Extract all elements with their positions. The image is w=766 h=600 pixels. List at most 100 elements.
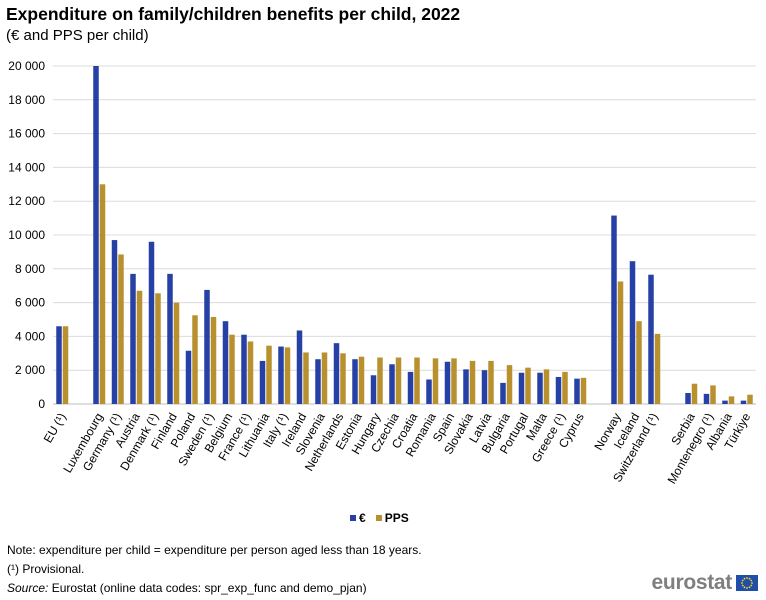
y-tick-label: 0 xyxy=(38,397,45,411)
note-line: Note: expenditure per child = expenditur… xyxy=(7,543,422,557)
bar-euro xyxy=(740,400,747,404)
bar-pps xyxy=(358,356,365,404)
bar-euro xyxy=(703,393,710,404)
legend-swatch-euro xyxy=(350,515,356,521)
bar-pps xyxy=(229,334,235,404)
bar-euro xyxy=(315,359,321,404)
bar-pps xyxy=(432,358,439,404)
bar-euro xyxy=(370,375,377,404)
legend-item-pps: PPS xyxy=(375,511,409,525)
bar-euro xyxy=(685,393,691,404)
source-label: Source: xyxy=(7,581,49,595)
bar-euro xyxy=(611,215,617,404)
y-tick-label: 14 000 xyxy=(8,160,45,174)
bar-chart: 0 2 000 4 000 6 000 8 000 10 000 12 000 14 000 1… xyxy=(8,59,756,486)
bar-pps xyxy=(469,360,476,404)
bar-euro xyxy=(56,326,62,404)
bar-euro xyxy=(259,360,266,404)
bar-euro xyxy=(722,400,728,404)
bar-pps xyxy=(284,347,291,404)
bar-euro xyxy=(500,382,506,404)
bar-euro xyxy=(444,361,451,404)
bar-pps xyxy=(525,367,531,404)
chart-title: Expenditure on family/children benefits … xyxy=(6,4,461,24)
y-tick-label: 10 000 xyxy=(8,228,45,242)
provisional-note: (¹) Provisional. xyxy=(7,562,85,576)
bar-pps xyxy=(562,371,568,404)
bar-pps xyxy=(340,353,346,404)
bar-pps xyxy=(488,360,494,404)
legend: € PPS xyxy=(350,511,409,525)
source-text: Eurostat (online data codes: spr_exp_fun… xyxy=(48,581,367,595)
eurostat-logo: eurostat xyxy=(652,571,758,595)
bar-pps xyxy=(395,357,402,404)
bar-pps xyxy=(506,365,513,404)
x-tick-label: EU (¹) xyxy=(41,411,69,446)
bar-pps xyxy=(99,184,106,404)
bar-euro xyxy=(167,273,173,404)
bar-pps xyxy=(710,385,716,404)
bar-pps xyxy=(451,358,457,404)
y-tick-label: 2 000 xyxy=(15,363,45,377)
bar-pps xyxy=(691,383,698,404)
bar-euro xyxy=(185,350,192,404)
bar-pps xyxy=(155,293,161,404)
bar-euro xyxy=(537,372,543,404)
y-tick-label: 8 000 xyxy=(15,262,45,276)
bar-pps xyxy=(654,333,661,404)
bar-euro xyxy=(426,379,432,404)
bar-pps xyxy=(136,290,143,404)
bar-euro xyxy=(148,241,155,404)
bar-pps xyxy=(321,352,328,404)
bar-pps xyxy=(636,321,642,404)
y-tick-label: 16 000 xyxy=(8,127,45,141)
bar-euro xyxy=(574,378,580,404)
legend-label-euro: € xyxy=(359,511,366,525)
bar-euro xyxy=(555,376,562,404)
bar-euro xyxy=(518,372,525,404)
bar-euro xyxy=(389,364,395,404)
y-tick-label: 12 000 xyxy=(8,194,45,208)
legend-item-euro: € xyxy=(350,511,366,525)
bar-pps xyxy=(617,281,624,404)
bar-pps xyxy=(192,315,198,404)
bar-euro xyxy=(93,66,99,404)
bar-euro xyxy=(481,370,488,404)
bar-euro xyxy=(352,359,358,404)
y-tick-label: 4 000 xyxy=(15,329,45,343)
bar-pps xyxy=(247,341,254,404)
bar-euro xyxy=(296,330,303,404)
bar-euro xyxy=(222,321,229,404)
bar-euro xyxy=(463,369,469,404)
bar-pps xyxy=(377,357,383,404)
bar-euro xyxy=(333,343,340,404)
y-tick-label: 6 000 xyxy=(15,296,45,310)
eu-flag-icon xyxy=(736,575,758,591)
bar-pps xyxy=(580,377,587,404)
bar-euro xyxy=(204,289,210,404)
bar-pps xyxy=(303,352,309,404)
notes: Note: expenditure per child = expenditur… xyxy=(7,541,422,598)
bar-pps xyxy=(728,396,735,404)
bar-pps xyxy=(543,369,550,404)
bar-euro xyxy=(278,346,284,404)
chart-subtitle: (€ and PPS per child) xyxy=(6,27,149,44)
bar-euro xyxy=(648,274,654,404)
bar-pps xyxy=(210,316,217,404)
bar-euro xyxy=(130,273,136,404)
bar-pps xyxy=(266,345,272,404)
bar-pps xyxy=(62,326,69,404)
legend-label-pps: PPS xyxy=(384,511,409,525)
bar-euro xyxy=(111,240,118,404)
bar-euro xyxy=(629,261,636,404)
bar-pps xyxy=(414,357,420,404)
y-tick-label: 20 000 xyxy=(8,59,45,73)
source-note: Source: Eurostat (online data codes: spr… xyxy=(7,579,422,598)
bar-euro xyxy=(407,371,414,404)
bar-euro xyxy=(241,334,247,404)
bar-pps xyxy=(747,394,753,404)
legend-swatch-pps xyxy=(375,515,382,521)
bar-pps xyxy=(118,254,124,404)
logo-text: eurostat xyxy=(651,571,733,594)
y-tick-label: 18 000 xyxy=(8,93,45,107)
